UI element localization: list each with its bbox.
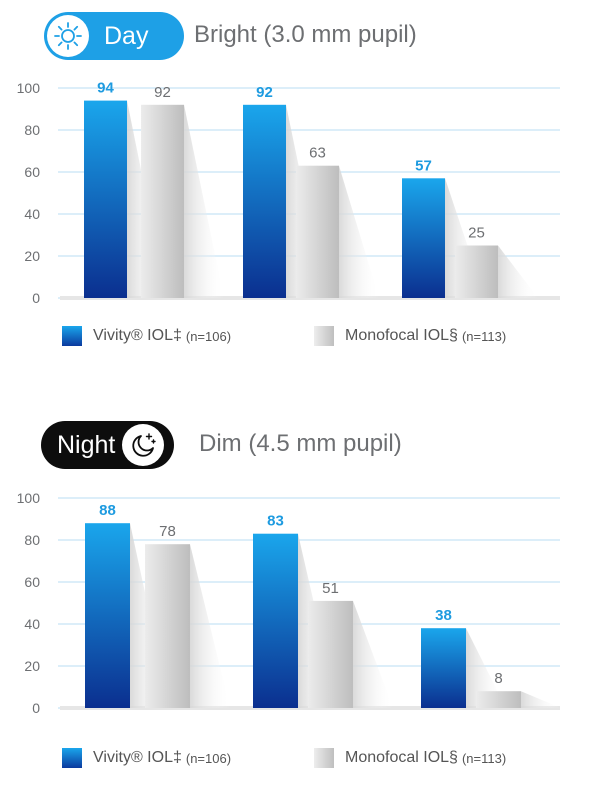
bar-shadow	[127, 100, 167, 298]
bar-value-label-vivity: 38	[435, 607, 452, 624]
y-tick-label: 60	[24, 574, 40, 590]
night-legend: Vivity® IOL‡ (n=106) Monofocal IOL§ (n=1…	[0, 748, 600, 778]
moon-stars-icon	[122, 424, 165, 466]
bar-vivity	[85, 523, 130, 708]
night-badge: Night	[41, 421, 174, 469]
bar-value-label-monofocal: 92	[154, 84, 171, 101]
bar-shadow	[498, 245, 538, 298]
night-panel-title: Dim (4.5 mm pupil)	[199, 430, 402, 457]
bar-vivity	[402, 178, 445, 298]
legend-n-vivity: (n=106)	[185, 750, 232, 766]
bar-value-label-monofocal: 25	[468, 225, 485, 242]
legend-item-monofocal: Monofocal IOL§ (n=113)	[314, 326, 506, 346]
bar-shadow	[353, 600, 393, 708]
bar-vivity	[253, 533, 298, 708]
y-tick-label: 0	[32, 290, 40, 306]
legend-n-monofocal: (n=113)	[461, 750, 507, 766]
y-tick-label: 40	[24, 616, 40, 632]
legend-label-vivity: Vivity® IOL‡	[93, 749, 182, 766]
day-legend: Vivity® IOL‡ (n=106) Monofocal IOL§ (n=1…	[0, 326, 600, 356]
y-tick-label: 20	[24, 248, 40, 264]
bar-vivity	[84, 100, 127, 298]
bar-value-label-monofocal: 51	[322, 580, 339, 597]
legend-swatch-vivity	[62, 326, 82, 346]
y-tick-label: 0	[32, 700, 40, 716]
bar-monofocal	[476, 691, 521, 708]
bar-shadow	[184, 104, 224, 298]
bar-monofocal	[296, 165, 339, 298]
legend-swatch-monofocal	[314, 326, 334, 346]
bar-monofocal	[455, 245, 498, 298]
day-badge: Day	[44, 12, 184, 60]
bar-value-label-monofocal: 78	[159, 523, 176, 540]
legend-item-vivity: Vivity® IOL‡ (n=106)	[62, 748, 231, 768]
bar-vivity	[421, 628, 466, 708]
bar-vivity	[243, 104, 286, 298]
night-bar-chart: 100 80 60 40 20 0 88 83 38 78 51 8	[17, 490, 561, 716]
legend-swatch-monofocal	[314, 748, 334, 768]
day-bar-chart: 100 80 60 40 20 0 94 92 57 92 63 25	[17, 80, 560, 306]
legend-item-vivity: Vivity® IOL‡ (n=106)	[62, 326, 231, 346]
y-tick-label: 20	[24, 658, 40, 674]
bar-value-label-vivity: 94	[97, 80, 114, 97]
sun-icon	[47, 15, 89, 57]
y-tick-label: 60	[24, 164, 40, 180]
day-badge-label: Day	[104, 21, 149, 50]
y-tick-label: 80	[24, 122, 40, 138]
bar-monofocal	[145, 544, 190, 708]
day-panel-title: Bright (3.0 mm pupil)	[194, 21, 417, 48]
bar-value-label-monofocal: 63	[309, 145, 326, 162]
y-tick-label: 100	[17, 80, 41, 96]
bar-shadow	[190, 544, 230, 708]
bar-monofocal	[308, 600, 353, 708]
night-badge-label: Night	[57, 430, 116, 459]
legend-n-monofocal: (n=113)	[461, 328, 507, 344]
y-tick-label: 80	[24, 532, 40, 548]
bar-value-label-vivity: 92	[256, 84, 273, 101]
y-tick-label: 100	[17, 490, 41, 506]
bar-shadow	[521, 691, 561, 708]
legend-swatch-vivity	[62, 748, 82, 768]
bar-shadow	[339, 165, 379, 298]
legend-n-vivity: (n=106)	[185, 328, 232, 344]
legend-label-monofocal: Monofocal IOL§	[345, 327, 458, 344]
legend-item-monofocal: Monofocal IOL§ (n=113)	[314, 748, 506, 768]
legend-label-monofocal: Monofocal IOL§	[345, 749, 458, 766]
bar-value-label-vivity: 83	[267, 513, 284, 530]
bar-value-label-vivity: 57	[415, 157, 432, 174]
y-tick-label: 40	[24, 206, 40, 222]
legend-label-vivity: Vivity® IOL‡	[93, 327, 182, 344]
bar-value-label-vivity: 88	[99, 502, 116, 519]
bar-value-label-monofocal: 8	[494, 670, 502, 687]
bar-monofocal	[141, 104, 184, 298]
